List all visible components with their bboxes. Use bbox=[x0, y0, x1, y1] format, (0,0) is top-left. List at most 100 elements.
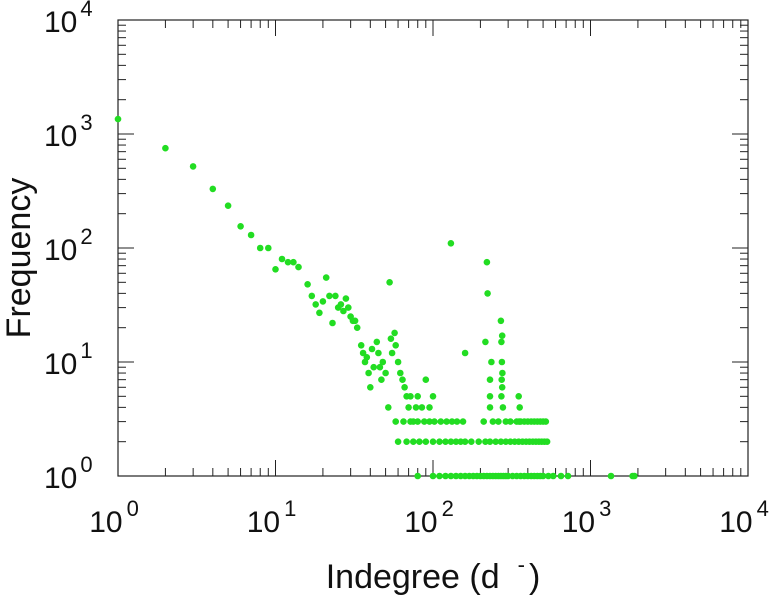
data-point bbox=[436, 438, 443, 446]
data-point bbox=[290, 258, 297, 266]
data-point bbox=[114, 115, 122, 123]
data-point bbox=[367, 384, 374, 391]
data-point bbox=[345, 304, 352, 311]
data-point bbox=[495, 418, 502, 425]
data-point bbox=[304, 281, 311, 288]
x-axis-label-superscript: - bbox=[518, 552, 525, 577]
data-point bbox=[375, 349, 382, 357]
data-point bbox=[237, 223, 244, 230]
data-point bbox=[429, 393, 437, 400]
data-point bbox=[388, 349, 396, 357]
data-point bbox=[357, 342, 365, 349]
data-point bbox=[543, 438, 551, 446]
data-point bbox=[312, 301, 320, 308]
data-point bbox=[392, 342, 400, 349]
data-point bbox=[549, 472, 557, 480]
data-point bbox=[256, 244, 264, 252]
data-point bbox=[162, 144, 169, 152]
data-point bbox=[484, 290, 491, 297]
data-point bbox=[461, 438, 469, 446]
data-point bbox=[414, 393, 422, 400]
data-point bbox=[370, 363, 378, 371]
data-point bbox=[499, 404, 507, 411]
x-axis-label: Indegree (d -) bbox=[326, 552, 541, 596]
data-point bbox=[515, 393, 522, 400]
data-point bbox=[351, 317, 359, 325]
data-point bbox=[365, 369, 372, 377]
data-point bbox=[542, 418, 550, 425]
data-point bbox=[486, 438, 494, 446]
data-point bbox=[475, 438, 483, 446]
x-tick-label: 10 4 bbox=[719, 496, 769, 539]
data-point bbox=[492, 438, 500, 446]
axis-ticks bbox=[117, 19, 749, 477]
data-point bbox=[319, 298, 327, 305]
data-point bbox=[488, 358, 495, 366]
data-point bbox=[397, 369, 404, 377]
data-point bbox=[272, 266, 279, 273]
x-tick-label: 10 1 bbox=[247, 496, 297, 539]
data-point bbox=[498, 393, 505, 400]
data-point bbox=[394, 358, 402, 366]
data-point bbox=[452, 472, 460, 480]
data-point bbox=[378, 376, 385, 384]
data-point bbox=[545, 472, 552, 480]
data-point bbox=[429, 472, 437, 480]
data-point bbox=[401, 384, 408, 391]
data-point bbox=[295, 263, 302, 271]
data-point bbox=[394, 438, 402, 446]
data-point bbox=[539, 472, 547, 480]
y-tick-label: 10 0 bbox=[44, 452, 93, 495]
data-point bbox=[400, 418, 407, 425]
data-point bbox=[607, 472, 615, 480]
data-point bbox=[480, 418, 488, 425]
data-point bbox=[405, 404, 412, 411]
y-tick-label: 10 3 bbox=[44, 110, 93, 153]
data-point bbox=[353, 324, 361, 332]
data-point bbox=[412, 404, 420, 411]
data-point bbox=[422, 438, 430, 446]
data-point bbox=[224, 202, 232, 209]
data-point bbox=[459, 418, 467, 425]
data-point bbox=[342, 295, 350, 302]
data-point bbox=[376, 363, 384, 371]
data-point bbox=[482, 338, 489, 346]
data-point bbox=[363, 354, 371, 361]
data-point bbox=[308, 292, 316, 300]
x-axis-tick-labels: 10 0 10 1 10 2 10 3 10 4 bbox=[89, 496, 769, 539]
x-tick-label: 10 3 bbox=[562, 496, 612, 539]
data-point bbox=[483, 258, 491, 266]
data-point bbox=[442, 438, 449, 446]
x-tick-label: 10 0 bbox=[89, 496, 139, 539]
data-point bbox=[416, 438, 423, 446]
data-point bbox=[209, 185, 217, 193]
data-point bbox=[497, 438, 505, 446]
data-point bbox=[385, 404, 392, 411]
data-point bbox=[322, 274, 330, 281]
data-point bbox=[284, 258, 292, 266]
data-point bbox=[447, 438, 455, 446]
data-point bbox=[373, 338, 381, 346]
data-point bbox=[482, 438, 489, 446]
data-point bbox=[499, 369, 506, 377]
data-point bbox=[247, 231, 255, 239]
data-point bbox=[447, 240, 455, 247]
data-point bbox=[502, 418, 510, 425]
data-point bbox=[515, 418, 523, 425]
data-point bbox=[421, 418, 428, 425]
data-point bbox=[265, 244, 272, 252]
data-point bbox=[468, 438, 475, 446]
x-axis-label-close: ) bbox=[529, 558, 540, 596]
data-point bbox=[631, 472, 638, 480]
data-point bbox=[443, 418, 450, 425]
y-tick-label: 10 4 bbox=[44, 0, 93, 39]
data-point bbox=[429, 438, 437, 446]
y-axis-label: Frequency bbox=[0, 178, 38, 339]
plot-border bbox=[117, 19, 749, 477]
data-point bbox=[392, 418, 400, 425]
data-point bbox=[189, 163, 197, 170]
data-point bbox=[382, 369, 389, 377]
data-point bbox=[391, 329, 398, 337]
